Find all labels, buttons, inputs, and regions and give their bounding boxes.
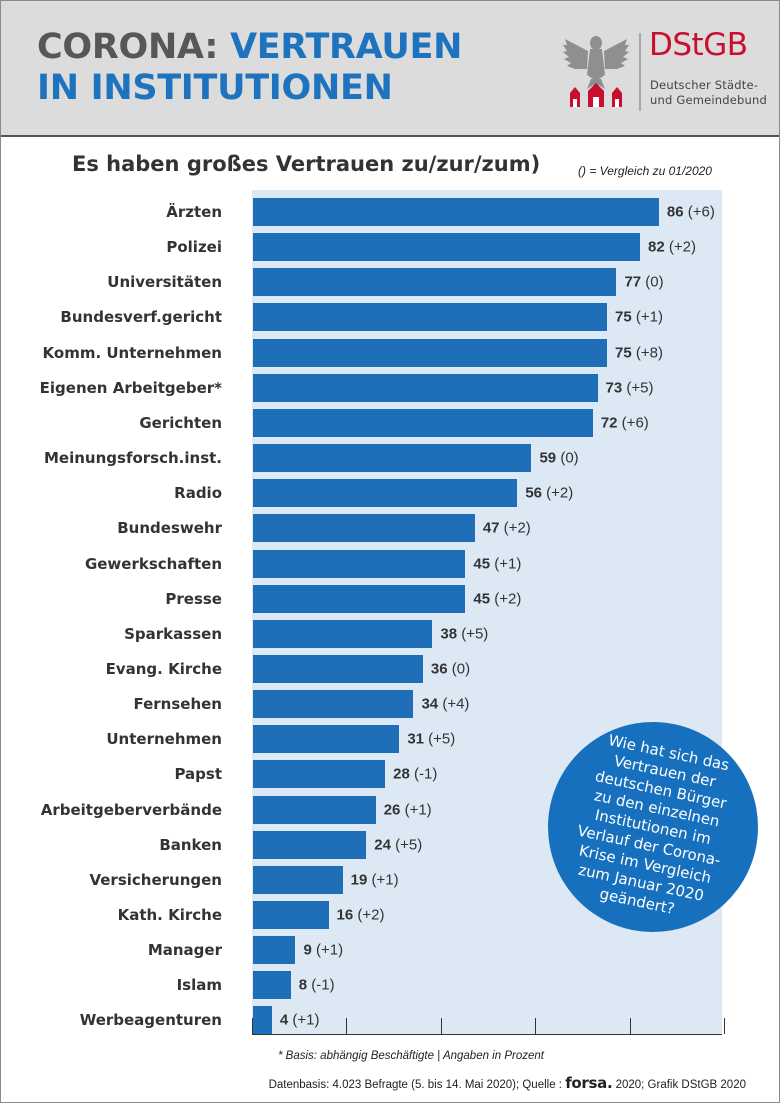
- logo-subtitle: Deutscher Städte- und Gemeindebund: [650, 78, 767, 108]
- category-label: Versicherungen: [89, 870, 222, 889]
- value-label: 75 (+8): [615, 344, 663, 362]
- value-label: 36 (0): [430, 660, 471, 678]
- category-label: Islam: [176, 976, 222, 995]
- bar: [253, 901, 329, 929]
- x-axis: [252, 1034, 722, 1035]
- logo-divider: [639, 33, 641, 111]
- category-label: Papst: [174, 765, 222, 784]
- bar: [253, 479, 518, 508]
- logo-name: DStGB: [649, 27, 748, 63]
- bar: [253, 654, 423, 683]
- forsa-logo: forsa.: [565, 1074, 613, 1092]
- bar: [253, 268, 617, 297]
- category-label: Bundeswehr: [117, 519, 222, 538]
- title-part-vertrauen: VERTRAUEN: [229, 27, 463, 67]
- value-label: 31 (+5): [407, 730, 456, 748]
- value-label: 19 (+1): [350, 871, 399, 889]
- bar: [253, 690, 414, 719]
- category-label: Universitäten: [107, 273, 222, 292]
- axis-tick: [346, 1018, 348, 1034]
- category-label: Fernsehen: [133, 695, 222, 714]
- category-label: Unternehmen: [106, 730, 222, 749]
- logo-subtitle-line2: und Gemeindebund: [650, 93, 768, 107]
- value-label: 45 (+2): [473, 590, 522, 608]
- category-label: Gerichten: [139, 413, 222, 432]
- category-label: Gewerkschaften: [84, 554, 222, 573]
- value-label: 28 (-1): [393, 765, 438, 783]
- bar: [253, 830, 367, 859]
- category-label: Radio: [174, 484, 222, 503]
- axis-tick: [724, 1018, 725, 1034]
- bar: [253, 373, 598, 402]
- value-label: 47 (+2): [482, 519, 531, 537]
- value-label: 59 (0): [539, 449, 579, 467]
- value-label: 24 (+5): [374, 836, 423, 854]
- bar: [253, 514, 475, 543]
- bar: [253, 971, 291, 1000]
- bar: [253, 444, 532, 473]
- value-label: 8 (-1): [298, 976, 335, 994]
- value-label: 75 (+1): [615, 308, 663, 326]
- bar: [253, 725, 400, 754]
- category-label: Arbeitgeberverbände: [40, 800, 222, 819]
- category-label: Komm. Unternehmen: [42, 343, 222, 362]
- category-label: Kath. Kirche: [117, 906, 222, 924]
- category-label: Eigenen Arbeitgeber*: [39, 378, 222, 397]
- category-label: Polizei: [166, 238, 222, 257]
- category-label: Manager: [147, 941, 222, 960]
- value-label: 34 (+4): [421, 695, 470, 713]
- source-prefix: Datenbasis: 4.023 Befragte (5. bis 14. M…: [268, 1079, 566, 1091]
- bar: [253, 1006, 272, 1035]
- bar: [253, 549, 466, 578]
- bar: [253, 619, 433, 648]
- value-label: 56 (+2): [525, 484, 574, 502]
- bar: [253, 795, 376, 824]
- page-title: CORONA: VERTRAUEN IN INSTITUTIONEN: [37, 27, 462, 109]
- bar: [253, 338, 607, 367]
- dstgb-logo: DStGB Deutscher Städte- und Gemeindebund: [561, 27, 771, 119]
- source-suffix: 2020; Grafik DStGB 2020: [612, 1079, 746, 1091]
- axis-tick: [535, 1018, 537, 1034]
- category-label: Presse: [165, 589, 222, 608]
- bar: [253, 760, 386, 789]
- value-label: 16 (+2): [336, 906, 385, 924]
- comparison-note: () = Vergleich zu 01/2020: [578, 164, 712, 178]
- bar: [253, 233, 641, 262]
- value-label: 26 (+1): [383, 801, 432, 819]
- category-label: Sparkassen: [124, 624, 222, 643]
- source-line: Datenbasis: 4.023 Befragte (5. bis 14. M…: [269, 1074, 746, 1092]
- category-label: Bundesverf.gericht: [60, 308, 222, 327]
- axis-tick: [629, 1018, 631, 1034]
- chart-subtitle: Es haben großes Vertrauen zu/zur/zum): [72, 152, 541, 176]
- category-label: Meinungsforsch.inst.: [44, 449, 222, 468]
- category-label: Evang. Kirche: [105, 659, 222, 678]
- logo-subtitle-line1: Deutscher Städte-: [650, 78, 759, 92]
- axis-tick: [440, 1018, 442, 1034]
- category-label: Ärzten: [166, 203, 222, 221]
- value-label: 72 (+6): [600, 414, 649, 432]
- category-label: Banken: [159, 835, 222, 854]
- bar: [253, 198, 659, 226]
- title-line-2: IN INSTITUTIONEN: [37, 68, 393, 108]
- eagle-icon: [563, 36, 629, 107]
- value-label: 86 (+6): [666, 203, 715, 221]
- value-label: 4 (+1): [279, 1011, 320, 1029]
- header: CORONA: VERTRAUEN IN INSTITUTIONEN: [1, 1, 779, 137]
- bar: [253, 303, 607, 332]
- value-label: 73 (+5): [605, 379, 654, 397]
- callout-text: Wie hat sich das Vertrauen der deutschen…: [575, 730, 731, 918]
- value-label: 45 (+1): [473, 555, 522, 572]
- value-label: 77 (0): [624, 273, 664, 291]
- footnote: * Basis: abhängig Beschäftigte | Angaben…: [278, 1050, 544, 1062]
- title-part-corona: CORONA:: [37, 27, 230, 67]
- bar: [253, 584, 466, 613]
- category-label: Werbeagenturen: [79, 1011, 222, 1030]
- bar: [253, 408, 593, 437]
- value-label: 9 (+1): [303, 941, 344, 959]
- value-label: 38 (+5): [440, 625, 489, 643]
- axis-tick: [252, 1018, 253, 1034]
- value-label: 82 (+2): [648, 238, 696, 256]
- bar: [253, 936, 296, 965]
- bar: [253, 865, 343, 894]
